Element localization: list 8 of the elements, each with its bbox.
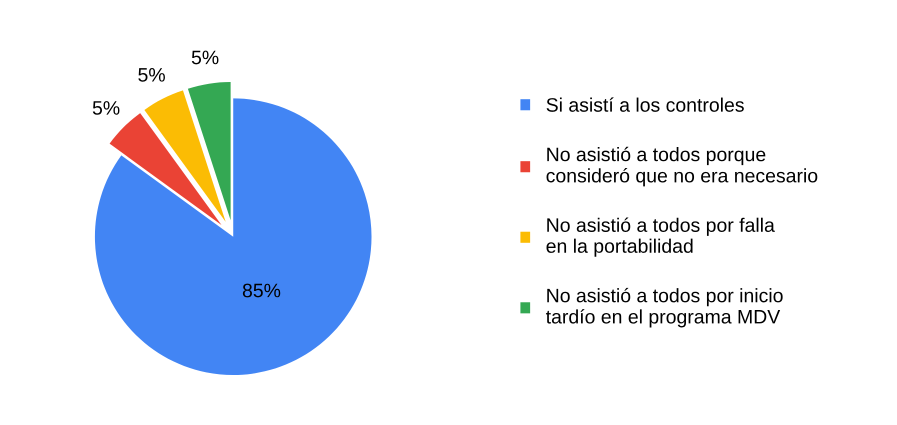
legend-label: No asistió a todos por inicio tardío en el programa MDV (546, 288, 783, 328)
data-label: 5% (92, 101, 120, 115)
data-label: 5% (138, 68, 165, 82)
legend-label: No asistió a todos por falla en la portabilidad (546, 217, 775, 257)
legend-label: Si asistí a los controles (546, 97, 744, 112)
data-label: 5% (192, 50, 218, 64)
legend-label: No asistió a todos porque consideró que no era necesario (546, 146, 818, 186)
data-label: 85% (242, 284, 280, 298)
